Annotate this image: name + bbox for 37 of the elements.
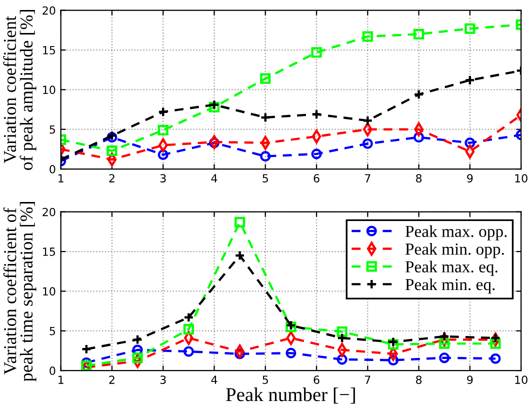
y-tick-label: 10 [43,287,56,296]
x-tick-label: 4 [211,376,218,384]
y-tick-label: 15 [43,46,56,54]
y-tick-label: 10 [43,86,56,94]
legend-label: Peak min. opp. [405,243,504,258]
x-tick-label: 6 [314,174,320,182]
x-tick-label: 3 [160,376,166,384]
legend-label: Peak min. eq. [405,278,495,294]
x-tick-label: 5 [262,174,268,182]
x-axis-title: Peak number [−] [226,388,355,404]
x-tick-label: 2 [109,174,114,182]
x-tick-label: 9 [467,376,473,384]
x-tick-label: 10 [515,174,528,182]
y-tick-label: 20 [42,208,56,216]
x-tick-label: 3 [160,174,166,182]
x-tick-label: 1 [58,174,64,182]
y-tick-label: 15 [43,248,56,256]
x-tick-label: 9 [467,174,473,182]
x-tick-label: 8 [416,376,422,384]
y-tick-label: 5 [50,326,56,336]
y-axis-title: Variation coefficient of peak amplitude [%] [3,10,36,170]
x-tick-label: 10 [515,376,528,384]
x-tick-label: 2 [109,376,114,384]
y-tick-label: 0 [50,366,56,375]
x-tick-label: 7 [365,174,370,182]
x-tick-label: 4 [211,174,218,182]
y-tick-label: 20 [42,6,56,15]
legend-label: Peak max. opp. [405,225,507,240]
x-tick-label: 7 [365,376,370,384]
y-axis-title: Variation coefficient of peak time separation [%] [3,202,36,382]
x-tick-label: 5 [262,376,268,384]
y-tick-label: 0 [50,164,56,174]
x-tick-label: 8 [416,174,422,182]
x-tick-label: 1 [58,376,64,384]
x-tick-label: 6 [314,376,320,384]
y-tick-label: 5 [50,125,56,134]
legend-label: Peak max. eq. [405,260,498,276]
